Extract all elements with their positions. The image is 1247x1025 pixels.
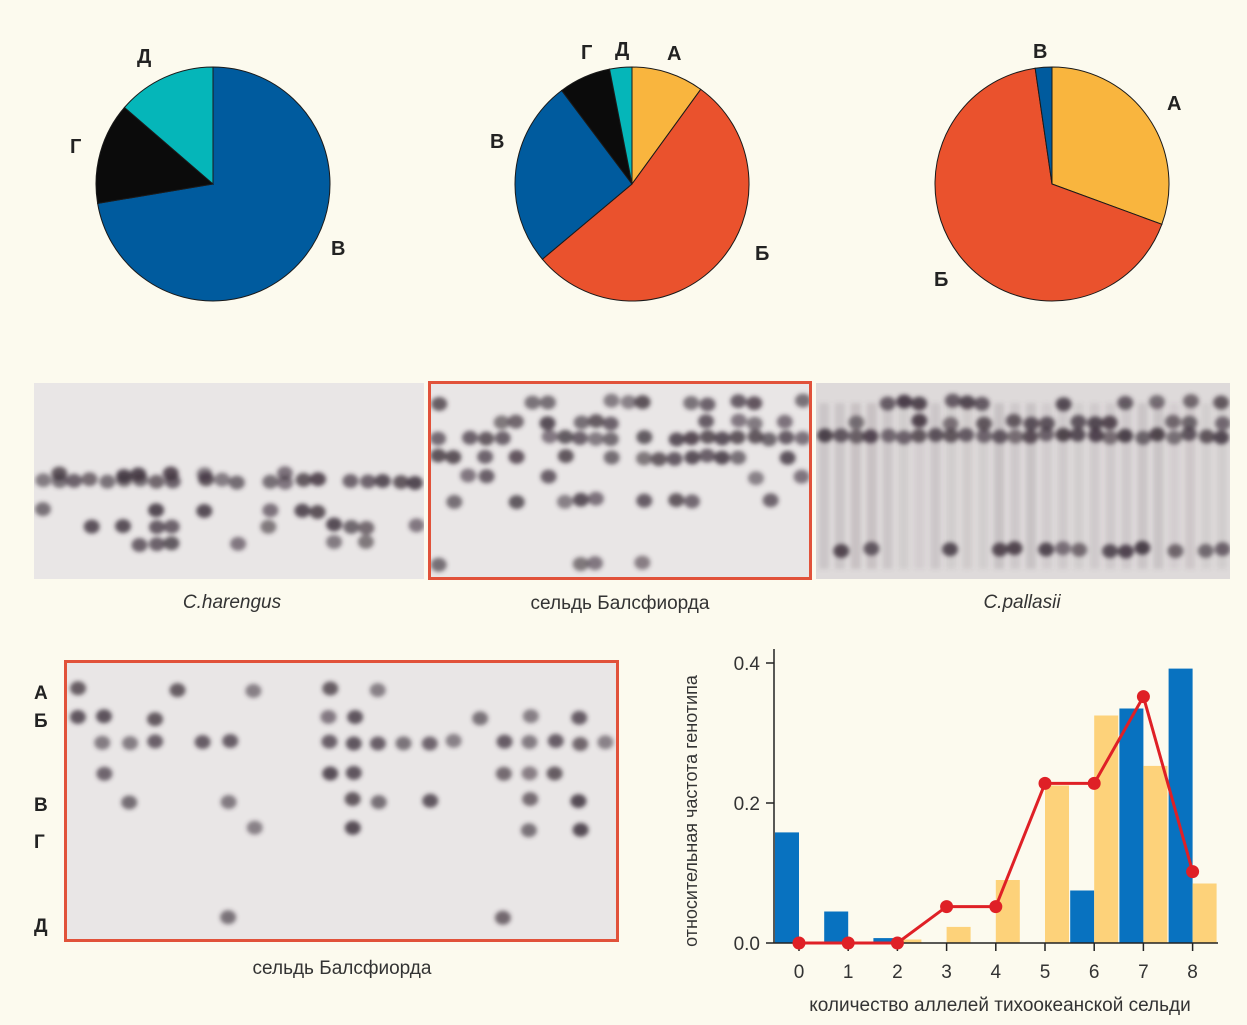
bar-s0-1 xyxy=(824,911,849,943)
line-point-3 xyxy=(940,900,954,914)
line-point-5 xyxy=(1038,776,1052,790)
x-tick-label: 5 xyxy=(1040,962,1051,983)
line-point-8 xyxy=(1186,865,1200,879)
line-point-2 xyxy=(890,936,904,950)
pie-right-label-a: А xyxy=(1167,93,1181,115)
pie-right xyxy=(934,66,1170,302)
bar-s1-7 xyxy=(1143,765,1168,943)
caption-c-harengus: C.harengus xyxy=(182,592,282,613)
bar-s0-0 xyxy=(775,832,799,943)
pie-middle-slice-1 xyxy=(541,88,750,302)
gel-bands xyxy=(34,466,424,553)
bar-s1-8 xyxy=(1192,883,1217,943)
gel-image-balsfjord-bottom xyxy=(66,662,617,940)
pie-left xyxy=(95,66,331,302)
pie-middle-label-g: Г xyxy=(581,42,592,64)
x-tick-label: 8 xyxy=(1187,962,1198,983)
pie-middle-label-d: Д xyxy=(615,39,629,61)
line-point-1 xyxy=(841,936,855,950)
bar-s1-5 xyxy=(1045,785,1069,943)
line-point-7 xyxy=(1136,690,1150,704)
x-tick-label: 3 xyxy=(941,962,952,983)
x-tick-label: 2 xyxy=(892,962,903,983)
x-tick-label: 0 xyxy=(794,962,805,983)
line-point-4 xyxy=(989,900,1003,914)
bar-s1-2 xyxy=(897,939,922,943)
gel-image-balsfjord-top xyxy=(430,383,810,579)
bar-s0-2 xyxy=(873,938,898,943)
pie-middle-slice-0 xyxy=(631,66,702,186)
pie-right-slice-2 xyxy=(1034,66,1053,185)
band-label-v: В xyxy=(34,795,48,816)
gel-bands xyxy=(69,681,614,925)
pie-left-slice-0 xyxy=(97,66,331,302)
pie-left-slice-2 xyxy=(123,66,214,186)
pie-middle-slice-4 xyxy=(608,66,633,185)
x-tick-label: 6 xyxy=(1089,962,1100,983)
pie-middle-label-a: А xyxy=(667,43,681,65)
genotype-frequency-chart: 0.0 0.2 0.4 0 1 2 3 4 5 6 7 8 относительная частота… xyxy=(681,649,1218,1016)
x-tick-label: 1 xyxy=(843,962,854,983)
pie-left-slice-1 xyxy=(95,106,215,204)
bar-s0-8 xyxy=(1168,668,1193,943)
pie-middle xyxy=(514,66,750,302)
pie-charts: Д Г В Г Д А В Б В А Б xyxy=(70,39,1181,302)
band-label-g: Г xyxy=(34,832,45,853)
gel-image-c-pallasii xyxy=(816,383,1230,579)
pie-middle-label-v: В xyxy=(490,131,504,153)
pie-right-slice-0 xyxy=(1051,66,1170,225)
x-axis-label: количество аллелей тихоокеанской сельди xyxy=(809,995,1190,1016)
caption-c-pallasii: C.pallasii xyxy=(983,592,1061,613)
pie-middle-label-b: Б xyxy=(755,243,769,265)
y-tick-label: 0.4 xyxy=(734,654,761,675)
pie-middle-slice-2 xyxy=(514,89,633,260)
chart-axes: 0.0 0.2 0.4 0 1 2 3 4 5 6 7 8 xyxy=(734,649,1218,983)
bar-s0-7 xyxy=(1119,708,1144,943)
band-label-a: А xyxy=(34,683,48,704)
line-point-6 xyxy=(1087,776,1101,790)
bar-s1-6 xyxy=(1094,715,1119,943)
gel-bands xyxy=(816,393,1230,569)
chart-line-series xyxy=(792,690,1200,950)
y-axis-label: относительная частота генотипа xyxy=(681,674,701,947)
band-label-d: Д xyxy=(34,916,48,937)
caption-balsfjord-bottom: сельдь Балсфиорда xyxy=(252,958,432,979)
pie-left-label-d: Д xyxy=(137,46,151,68)
line-point-0 xyxy=(792,936,806,950)
pie-right-label-b: Б xyxy=(934,269,948,291)
caption-balsfjord-top: сельдь Балсфиорда xyxy=(530,593,710,614)
x-tick-label: 4 xyxy=(991,962,1002,983)
chart-bars xyxy=(775,668,1217,943)
pie-right-label-v: В xyxy=(1033,41,1047,63)
pie-left-label-v: В xyxy=(331,238,345,260)
gel-bands xyxy=(430,393,810,572)
pie-right-slice-1 xyxy=(934,67,1163,302)
y-tick-label: 0.0 xyxy=(734,934,760,955)
pie-left-label-g: Г xyxy=(70,136,81,158)
bar-s0-6 xyxy=(1070,890,1095,943)
band-label-b: Б xyxy=(34,711,48,732)
bar-s1-3 xyxy=(946,926,971,943)
gel-image-c-harengus xyxy=(34,383,424,579)
y-tick-label: 0.2 xyxy=(734,794,760,815)
x-tick-label: 7 xyxy=(1138,962,1149,983)
